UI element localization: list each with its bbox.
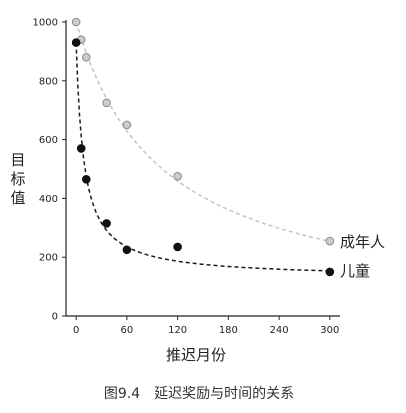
child-point [102,219,111,228]
y-tick-label: 0 [52,312,58,323]
y-tick-label: 200 [39,253,58,264]
adult-point [71,17,81,27]
fit-curve-children [75,42,330,272]
fit-curves [75,21,331,272]
child-point [122,245,132,255]
x-tick-label: 0 [73,325,79,336]
child-point [173,242,182,252]
x-tick-label: 180 [219,325,238,336]
child-point [325,267,335,277]
y-tick-label: 600 [39,135,58,146]
y-tick-label: 800 [39,76,58,87]
fit-curve-adults [75,21,331,243]
figure-caption: 图9.4 延迟奖励与时间的关系 [104,385,294,402]
x-tick-label: 60 [121,325,134,336]
x-tick-label: 240 [270,325,289,336]
child-point [76,144,86,153]
y-axis-label: 目标值 [10,151,25,207]
y-tick-label: 400 [39,194,58,205]
x-axis-label: 推迟月份 [166,346,226,364]
adult-point [81,52,91,62]
axes: 0 200 400 600 800 1000 0 60 120 180 240 300 [33,18,340,336]
adult-point [325,236,335,246]
child-point [81,174,91,184]
series-label-children: 儿童 [340,262,370,280]
y-tick-label: 1000 [33,18,58,29]
data-points [71,17,335,277]
series-label-adults: 成年人 [340,233,385,251]
x-tick-label: 300 [320,325,339,336]
labels: 目标值 推迟月份 成年人 儿童 图9.4 延迟奖励与时间的关系 [10,151,385,402]
adult-point [102,98,111,108]
x-tick-label: 120 [168,325,187,336]
adult-point [173,172,182,181]
adult-point [122,120,132,130]
child-point [71,38,81,47]
